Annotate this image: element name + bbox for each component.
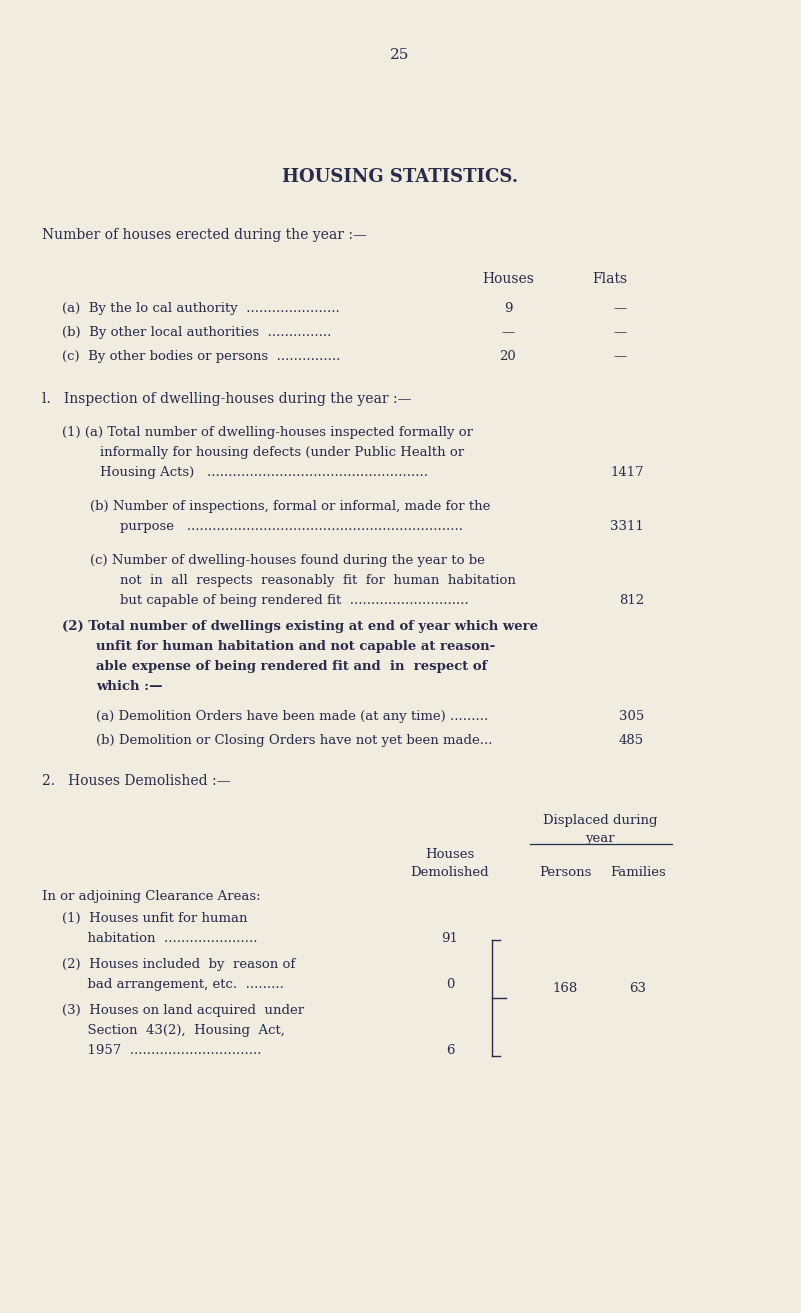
Text: (2) Total number of dwellings existing at end of year which were: (2) Total number of dwellings existing a… — [62, 620, 538, 633]
Text: In or adjoining Clearance Areas:: In or adjoining Clearance Areas: — [42, 890, 260, 903]
Text: l.   Inspection of dwelling-houses during the year :—: l. Inspection of dwelling-houses during … — [42, 393, 412, 406]
Text: Houses: Houses — [482, 272, 534, 286]
Text: Families: Families — [610, 867, 666, 878]
Text: Section  43(2),  Housing  Act,: Section 43(2), Housing Act, — [62, 1024, 285, 1037]
Text: 812: 812 — [619, 593, 644, 607]
Text: unfit for human habitation and not capable at reason-: unfit for human habitation and not capab… — [96, 639, 495, 653]
Text: informally for housing defects (under Public Health or: informally for housing defects (under Pu… — [100, 446, 464, 460]
Text: (3)  Houses on land acquired  under: (3) Houses on land acquired under — [62, 1004, 304, 1018]
Text: —: — — [614, 351, 626, 362]
Text: 3311: 3311 — [610, 520, 644, 533]
Text: 2.   Houses Demolished :—: 2. Houses Demolished :— — [42, 773, 231, 788]
Text: habitation  ......................: habitation ...................... — [62, 932, 257, 945]
Text: HOUSING STATISTICS.: HOUSING STATISTICS. — [282, 168, 518, 186]
Text: Number of houses erected during the year :—: Number of houses erected during the year… — [42, 228, 367, 242]
Text: Demolished: Demolished — [411, 867, 489, 878]
Text: 485: 485 — [619, 734, 644, 747]
Text: Houses: Houses — [425, 848, 475, 861]
Text: (b) Number of inspections, formal or informal, made for the: (b) Number of inspections, formal or inf… — [90, 500, 490, 513]
Text: 305: 305 — [618, 710, 644, 723]
Text: (a)  By the lo cal authority  ......................: (a) By the lo cal authority ............… — [62, 302, 340, 315]
Text: 20: 20 — [500, 351, 517, 362]
Text: 168: 168 — [553, 982, 578, 994]
Text: (b) Demolition or Closing Orders have not yet been made...: (b) Demolition or Closing Orders have no… — [96, 734, 493, 747]
Text: 0: 0 — [446, 978, 454, 991]
Text: Displaced during: Displaced during — [543, 814, 658, 827]
Text: 25: 25 — [390, 49, 409, 62]
Text: —: — — [614, 326, 626, 339]
Text: bad arrangement, etc.  .........: bad arrangement, etc. ......... — [62, 978, 284, 991]
Text: 9: 9 — [504, 302, 513, 315]
Text: able expense of being rendered fit and  in  respect of: able expense of being rendered fit and i… — [96, 660, 487, 674]
Text: (b)  By other local authorities  ...............: (b) By other local authorities .........… — [62, 326, 332, 339]
Text: 1417: 1417 — [610, 466, 644, 479]
Text: which :—: which :— — [96, 680, 163, 693]
Text: not  in  all  respects  reasonably  fit  for  human  habitation: not in all respects reasonably fit for h… — [120, 574, 516, 587]
Text: year: year — [586, 832, 615, 846]
Text: 6: 6 — [445, 1044, 454, 1057]
Text: 63: 63 — [630, 982, 646, 994]
Text: (2)  Houses included  by  reason of: (2) Houses included by reason of — [62, 958, 296, 972]
Text: (c)  By other bodies or persons  ...............: (c) By other bodies or persons .........… — [62, 351, 340, 362]
Text: Persons: Persons — [539, 867, 591, 878]
Text: Housing Acts)   ....................................................: Housing Acts) ..........................… — [100, 466, 428, 479]
Text: (1)  Houses unfit for human: (1) Houses unfit for human — [62, 913, 248, 924]
Text: —: — — [501, 326, 514, 339]
Text: 1957  ...............................: 1957 ............................... — [62, 1044, 261, 1057]
Text: purpose   .................................................................: purpose ................................… — [120, 520, 463, 533]
Text: (1) (a) Total number of dwelling-houses inspected formally or: (1) (a) Total number of dwelling-houses … — [62, 425, 473, 439]
Text: (a) Demolition Orders have been made (at any time) .........: (a) Demolition Orders have been made (at… — [96, 710, 489, 723]
Text: 91: 91 — [441, 932, 458, 945]
Text: (c) Number of dwelling-houses found during the year to be: (c) Number of dwelling-houses found duri… — [90, 554, 485, 567]
Text: but capable of being rendered fit  ............................: but capable of being rendered fit ......… — [120, 593, 469, 607]
Text: Flats: Flats — [593, 272, 627, 286]
Text: —: — — [614, 302, 626, 315]
